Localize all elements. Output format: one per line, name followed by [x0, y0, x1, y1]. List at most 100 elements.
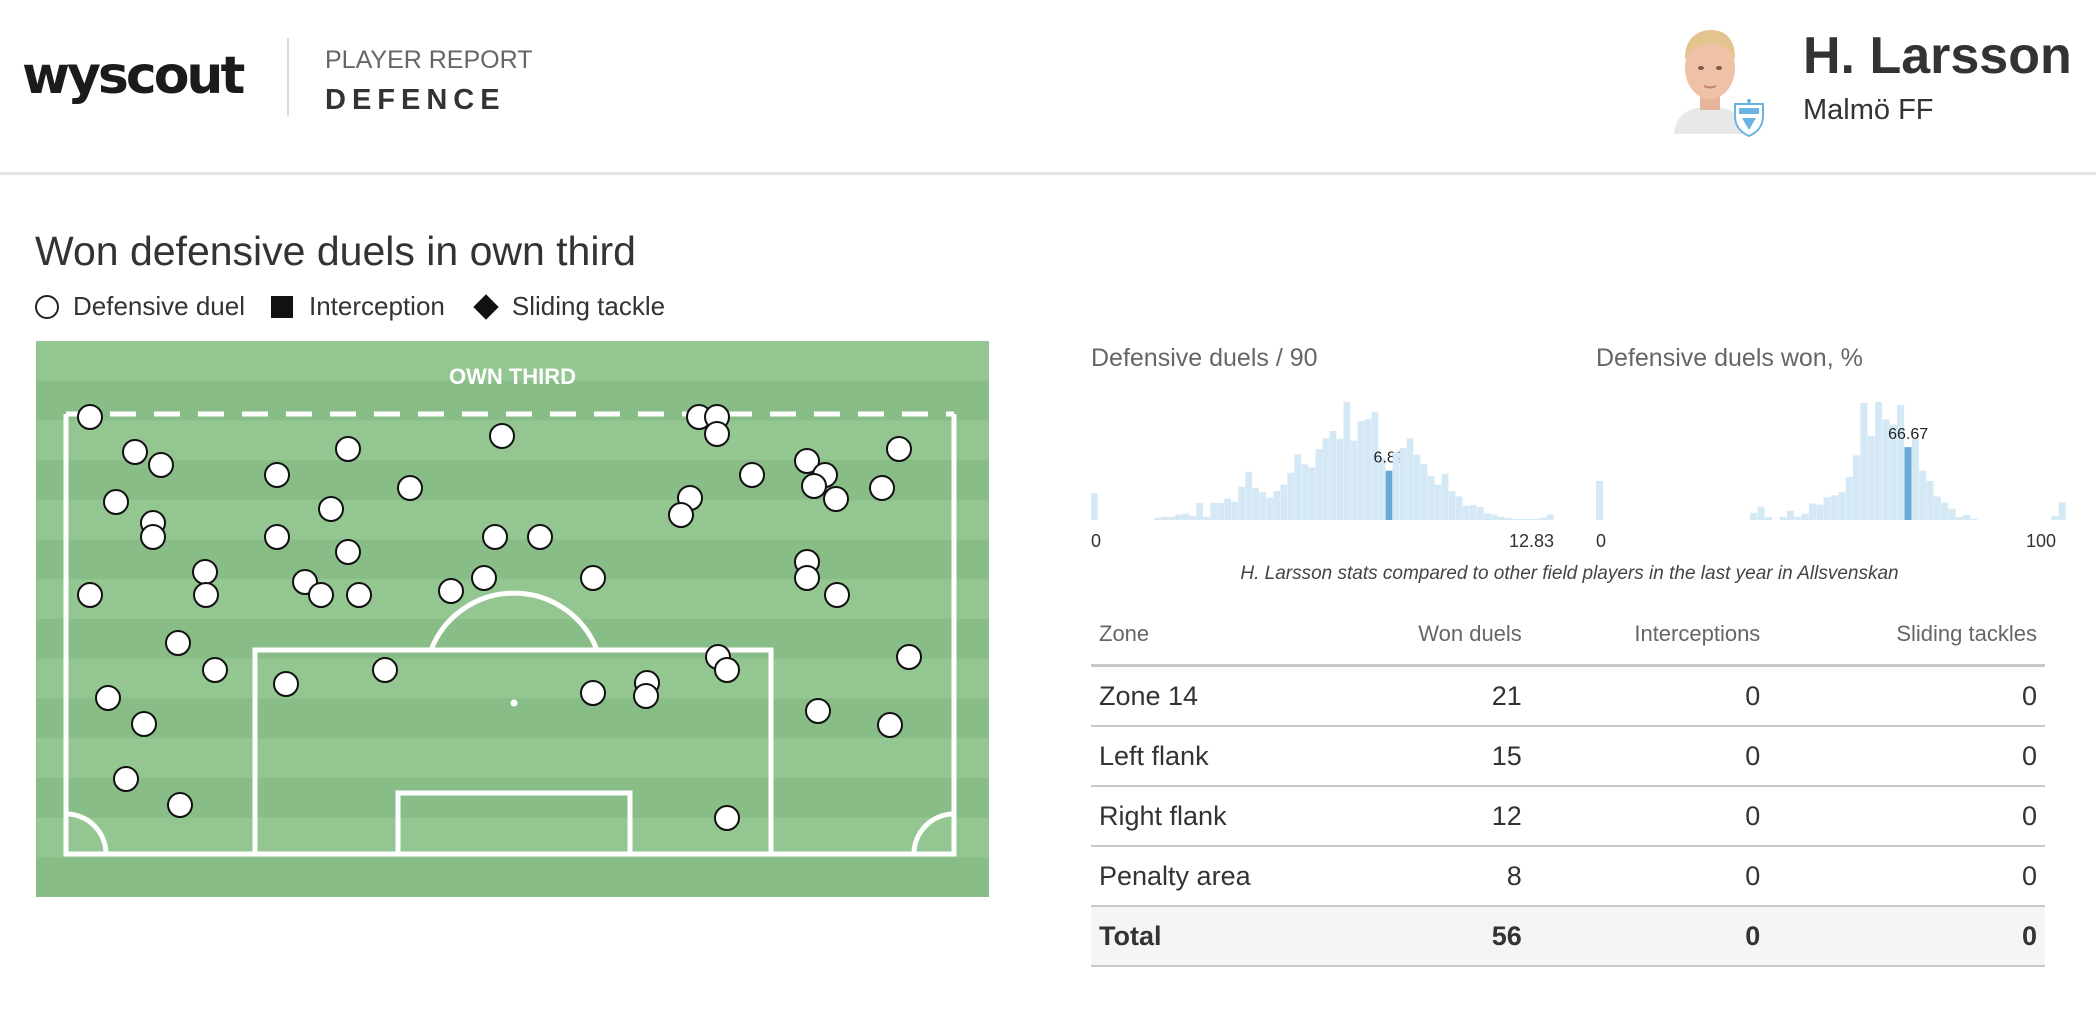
defensive-duel-marker	[824, 582, 850, 608]
histogram-bar	[1483, 513, 1491, 520]
defensive-duel-marker	[633, 683, 659, 709]
histogram-bar	[1301, 464, 1309, 520]
histogram-bar	[1224, 498, 1232, 520]
cell-sliding-tackles: 0	[1768, 846, 2045, 907]
defensive-duel-marker	[794, 565, 820, 591]
histogram-bar	[1955, 516, 1963, 520]
histogram-bar	[1231, 501, 1239, 520]
histogram-bar	[1259, 492, 1267, 520]
table-row: Penalty area 8 0 0	[1091, 846, 2045, 907]
defensive-duel-marker	[714, 657, 740, 683]
x-tick-min: 0	[1596, 531, 1607, 551]
legend-item-defensive-duel: Defensive duel	[35, 291, 245, 322]
wyscout-logo: wyscout	[22, 46, 245, 106]
histogram-bar	[1350, 440, 1358, 520]
histogram-bar	[1217, 502, 1224, 520]
histogram-bar	[1497, 516, 1505, 520]
histogram-bar	[1182, 513, 1189, 520]
defensive-duel-marker	[527, 524, 553, 550]
histogram-bar	[1196, 502, 1203, 520]
histogram-bar	[1889, 424, 1897, 520]
histogram-bar	[1511, 518, 1519, 520]
histogram-bar	[1525, 518, 1533, 520]
histogram-bar	[1504, 517, 1512, 520]
cell-sliding-tackles: 0	[1768, 906, 2045, 967]
histogram-bar	[1203, 516, 1210, 520]
cell-interceptions: 0	[1529, 846, 1769, 907]
table-row: Right flank 12 0 0	[1091, 786, 2045, 847]
histogram-bar	[1399, 448, 1407, 520]
histogram-bar	[1245, 471, 1253, 520]
histogram-bar	[1948, 508, 1956, 520]
histogram-bar	[1897, 405, 1905, 520]
cell-won-duels: 21	[1396, 665, 1530, 727]
defensive-duel-marker	[438, 578, 464, 604]
histogram-bar	[1882, 419, 1890, 520]
col-header-sliding-tackles: Sliding tackles	[1768, 604, 2045, 667]
cell-won-duels: 8	[1396, 846, 1530, 907]
histogram-bar	[1539, 517, 1547, 520]
histogram-bar	[1919, 470, 1927, 520]
cell-won-duels: 15	[1396, 726, 1530, 787]
defensive-duel-marker	[346, 582, 372, 608]
cell-sliding-tackles: 0	[1768, 665, 2045, 727]
pitch-zone-label: OWN THIRD	[448, 364, 577, 389]
defensive-duel-marker	[335, 436, 361, 462]
defensive-duel-marker	[77, 404, 103, 430]
histogram-bar	[1867, 435, 1875, 520]
histogram-bar	[1816, 504, 1824, 520]
defensive-duel-marker	[193, 582, 219, 608]
defensive-duel-marker	[335, 539, 361, 565]
histogram-bar	[1546, 514, 1554, 520]
chart-title: Defensive duels won, %	[1596, 344, 1863, 372]
corner-arc-right	[911, 811, 955, 855]
legend-label: Interception	[309, 291, 445, 321]
histogram-bar	[1252, 487, 1260, 520]
club-crest-icon	[1734, 99, 1764, 138]
defensive-duel-marker	[372, 657, 398, 683]
legend-item-interception: Interception	[271, 291, 445, 322]
histogram-bar	[1357, 421, 1365, 520]
histogram-bar	[1831, 495, 1839, 520]
pitch-stripe	[36, 817, 989, 858]
circle-outline-icon	[35, 294, 59, 319]
cell-zone: Total	[1091, 906, 1397, 967]
histogram-bar	[1392, 452, 1400, 520]
histogram-bar	[1779, 516, 1787, 520]
pitch-stripe	[36, 738, 989, 779]
diamond-filled-icon	[473, 293, 499, 320]
defensive-duel-marker	[318, 496, 344, 522]
x-tick-min: 0	[1091, 531, 1102, 551]
player-photo	[1674, 30, 1746, 134]
histogram-bar	[1175, 514, 1182, 520]
histogram-bar	[1329, 430, 1337, 520]
player-name: H. Larsson	[1803, 27, 2072, 85]
histogram-bar	[1860, 403, 1868, 520]
square-filled-icon	[271, 295, 293, 318]
defensive-duel-marker	[397, 475, 423, 501]
pitch-stripe	[36, 341, 989, 382]
defensive-duel-marker	[896, 644, 922, 670]
histogram-bar	[1933, 496, 1941, 520]
histogram-bar	[1406, 438, 1414, 520]
header-divider	[287, 38, 289, 116]
cell-zone: Zone 14	[1091, 665, 1397, 727]
histogram-bar	[1441, 473, 1449, 520]
defensive-duel-marker	[202, 657, 228, 683]
defensive-duel-marker	[140, 524, 166, 550]
histogram-bar	[1963, 514, 1971, 520]
histogram-bar	[1970, 518, 1978, 520]
histogram-bar	[1434, 484, 1442, 520]
defensive-duel-marker	[794, 448, 820, 474]
legend-label: Defensive duel	[73, 291, 245, 321]
penalty-arc	[428, 590, 600, 651]
histogram-bar	[1853, 455, 1861, 520]
cell-zone: Left flank	[1091, 726, 1397, 787]
pitch-stripe	[36, 658, 989, 699]
defensive-duel-marker	[801, 473, 827, 499]
table-total-row: Total 56 0 0	[1091, 906, 2045, 967]
defensive-duel-marker	[165, 630, 191, 656]
histogram-bar	[1448, 491, 1456, 520]
cell-won-duels: 12	[1396, 786, 1530, 847]
defensive-duel-marker	[714, 805, 740, 831]
